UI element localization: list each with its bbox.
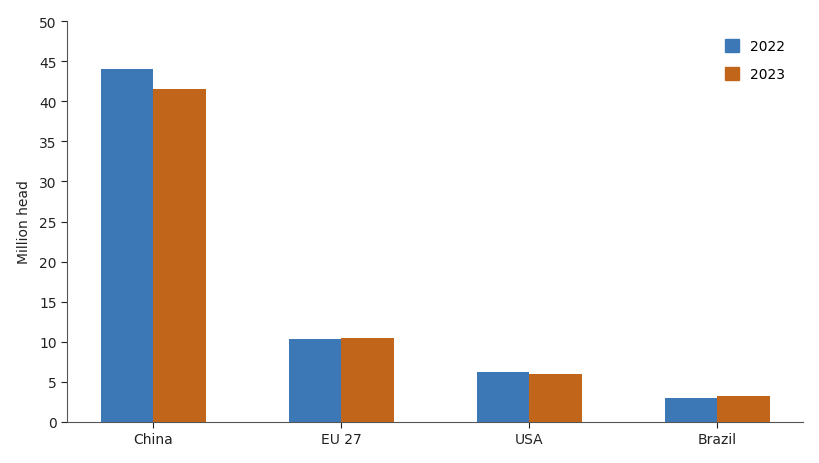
Y-axis label: Million head: Million head	[16, 180, 30, 264]
Bar	[717, 396, 769, 422]
Bar	[288, 339, 341, 422]
Bar	[476, 372, 528, 422]
Legend: 2022, 2023: 2022, 2023	[713, 29, 795, 93]
Bar	[663, 398, 717, 422]
Bar	[153, 90, 206, 422]
Bar	[101, 70, 153, 422]
Bar	[341, 338, 393, 422]
Bar	[528, 374, 581, 422]
